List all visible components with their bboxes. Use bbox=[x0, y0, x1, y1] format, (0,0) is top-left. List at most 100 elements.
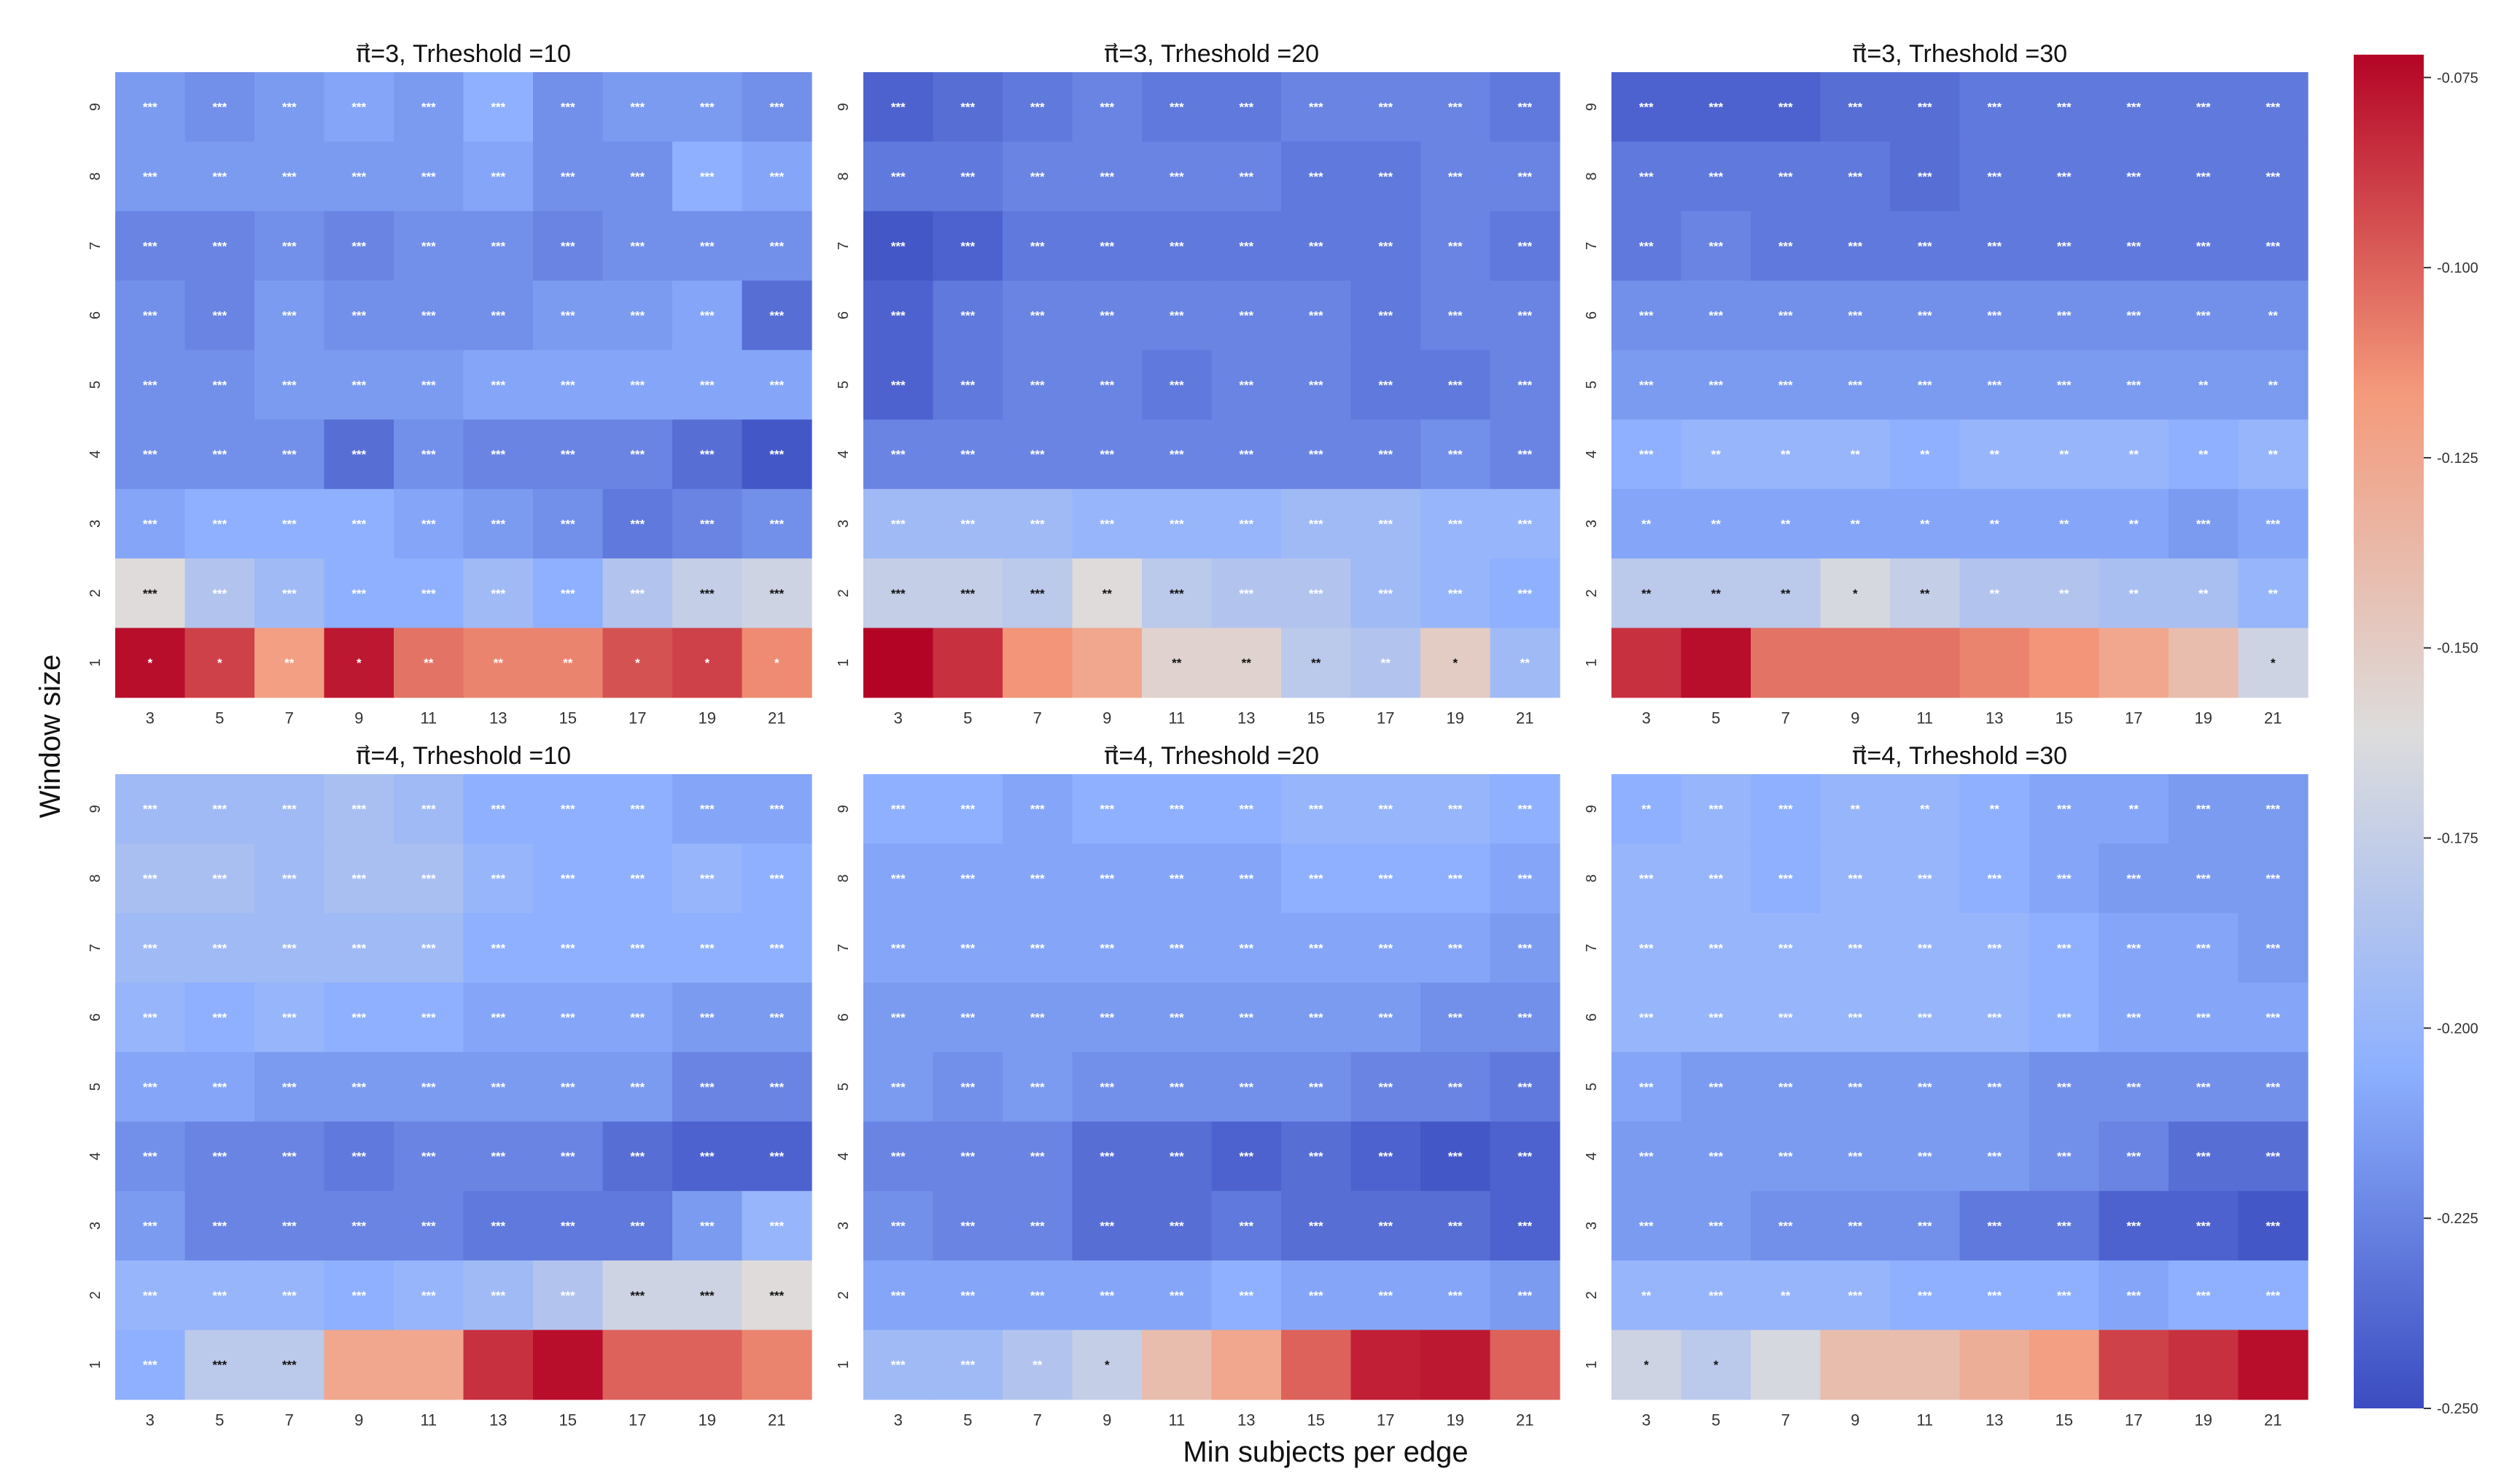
cell-annotation: *** bbox=[1170, 872, 1184, 886]
heatmap-cell bbox=[115, 913, 186, 983]
heatmap-cell bbox=[2169, 72, 2239, 142]
heatmap-cell bbox=[1820, 1190, 1891, 1261]
heatmap-cell bbox=[2029, 1330, 2100, 1400]
heatmap-cell bbox=[1959, 488, 2030, 559]
cell-annotation: *** bbox=[769, 1219, 784, 1233]
x-tick-label: 21 bbox=[1516, 1411, 1533, 1430]
cell-annotation: *** bbox=[700, 1289, 715, 1303]
cell-annotation: *** bbox=[2266, 1219, 2280, 1233]
heatmap-cell bbox=[1072, 1121, 1143, 1192]
cell-annotation: ** bbox=[424, 656, 434, 670]
cell-annotation: *** bbox=[1517, 872, 1532, 886]
heatmap-cell bbox=[184, 843, 255, 914]
cell-annotation: *** bbox=[1030, 101, 1045, 114]
y-tick-label: 4 bbox=[88, 451, 104, 459]
heatmap-cell bbox=[533, 913, 604, 983]
cell-annotation: *** bbox=[960, 1358, 975, 1372]
cell-annotation: *** bbox=[630, 517, 645, 531]
heatmap-cell bbox=[1350, 774, 1421, 844]
heatmap-cell bbox=[254, 1330, 325, 1400]
cell-annotation: *** bbox=[1239, 239, 1253, 253]
heatmap-cell bbox=[394, 1330, 464, 1400]
y-tick-label: 9 bbox=[88, 805, 104, 813]
heatmap-cell bbox=[394, 1121, 464, 1192]
heatmap-cell bbox=[1681, 913, 1751, 983]
y-tick-label: 4 bbox=[1584, 451, 1600, 459]
heatmap-cell bbox=[533, 1121, 604, 1192]
cell-annotation: *** bbox=[1239, 1150, 1253, 1163]
cell-annotation: ** bbox=[1641, 1289, 1652, 1303]
y-tick-label: 6 bbox=[88, 311, 104, 319]
cell-annotation: *** bbox=[1448, 378, 1463, 392]
cell-annotation: * bbox=[1644, 1358, 1649, 1372]
cell-annotation: *** bbox=[1378, 170, 1393, 184]
x-tick-label: 9 bbox=[1102, 709, 1111, 728]
y-tick-label: 2 bbox=[1584, 1291, 1600, 1299]
heatmap-cell bbox=[1681, 72, 1751, 142]
cell-annotation: *** bbox=[1987, 239, 2002, 253]
cell-annotation: ** bbox=[1781, 448, 1791, 461]
heatmap-cell bbox=[1490, 419, 1560, 490]
cell-annotation: *** bbox=[421, 1080, 436, 1094]
heatmap-cell bbox=[2029, 913, 2100, 983]
colorbar-tick-label: -0.075 bbox=[2437, 70, 2478, 86]
cell-annotation: *** bbox=[891, 587, 906, 601]
y-tick-label: 5 bbox=[1584, 1083, 1600, 1091]
heatmap-cell bbox=[672, 982, 743, 1053]
cell-annotation: *** bbox=[282, 1219, 297, 1233]
x-tick-label: 21 bbox=[2264, 1411, 2282, 1430]
heatmap-cell bbox=[1281, 558, 1352, 628]
cell-annotation: *** bbox=[1517, 1150, 1532, 1163]
x-tick-label: 17 bbox=[1377, 1411, 1394, 1430]
cell-annotation: ** bbox=[494, 656, 504, 670]
colorbar-tick-label: -0.250 bbox=[2437, 1401, 2478, 1417]
y-tick-label: 6 bbox=[836, 1013, 852, 1021]
x-tick-label: 7 bbox=[1781, 709, 1790, 728]
cell-annotation: *** bbox=[1987, 1289, 2002, 1303]
heatmap-cell bbox=[602, 419, 673, 490]
cell-annotation: *** bbox=[351, 941, 366, 955]
heatmap-cell bbox=[324, 1260, 394, 1330]
heatmap-cell bbox=[184, 488, 255, 559]
y-tick-label: 6 bbox=[1584, 311, 1600, 319]
cell-annotation: *** bbox=[1778, 101, 1793, 114]
cell-annotation: *** bbox=[1170, 1289, 1184, 1303]
heatmap-cell bbox=[254, 843, 325, 914]
cell-annotation: *** bbox=[143, 941, 158, 955]
heatmap-cell bbox=[394, 280, 464, 351]
cell-annotation: *** bbox=[561, 170, 575, 184]
heatmap-cell bbox=[1003, 913, 1073, 983]
cell-annotation: *** bbox=[491, 1289, 505, 1303]
heatmap-cell bbox=[1959, 211, 2030, 281]
cell-annotation: *** bbox=[2266, 941, 2280, 955]
cell-annotation: *** bbox=[1378, 239, 1393, 253]
heatmap-cell bbox=[1751, 141, 1821, 212]
cell-annotation: *** bbox=[212, 803, 227, 816]
cell-annotation: *** bbox=[1848, 872, 1862, 886]
cell-annotation: *** bbox=[351, 1150, 366, 1163]
heatmap-cell bbox=[115, 350, 186, 421]
cell-annotation: *** bbox=[769, 517, 784, 531]
cell-annotation: * bbox=[774, 656, 779, 670]
heatmap-cell bbox=[672, 350, 743, 421]
x-tick-label: 17 bbox=[2125, 1411, 2142, 1430]
heatmap-cell bbox=[2169, 1121, 2239, 1192]
cell-annotation: *** bbox=[1708, 1289, 1723, 1303]
cell-annotation: *** bbox=[769, 803, 784, 816]
cell-annotation: *** bbox=[1239, 517, 1253, 531]
y-tick-label: 2 bbox=[88, 1291, 104, 1299]
heatmap-cell bbox=[1490, 1121, 1560, 1192]
heatmap-cell bbox=[2238, 350, 2309, 421]
cell-annotation: *** bbox=[1708, 872, 1723, 886]
cell-annotation: *** bbox=[1918, 378, 1932, 392]
heatmap-cell bbox=[1890, 419, 1961, 490]
heatmap-cell bbox=[394, 628, 464, 698]
cell-annotation: *** bbox=[1708, 803, 1723, 816]
cell-annotation: *** bbox=[421, 803, 436, 816]
heatmap-cell bbox=[184, 141, 255, 212]
cell-annotation: *** bbox=[960, 378, 975, 392]
y-tick-label: 8 bbox=[1584, 172, 1600, 180]
x-tick-label: 11 bbox=[1916, 709, 1933, 728]
heatmap-cell bbox=[1611, 1121, 1682, 1192]
cell-annotation: *** bbox=[491, 309, 505, 323]
